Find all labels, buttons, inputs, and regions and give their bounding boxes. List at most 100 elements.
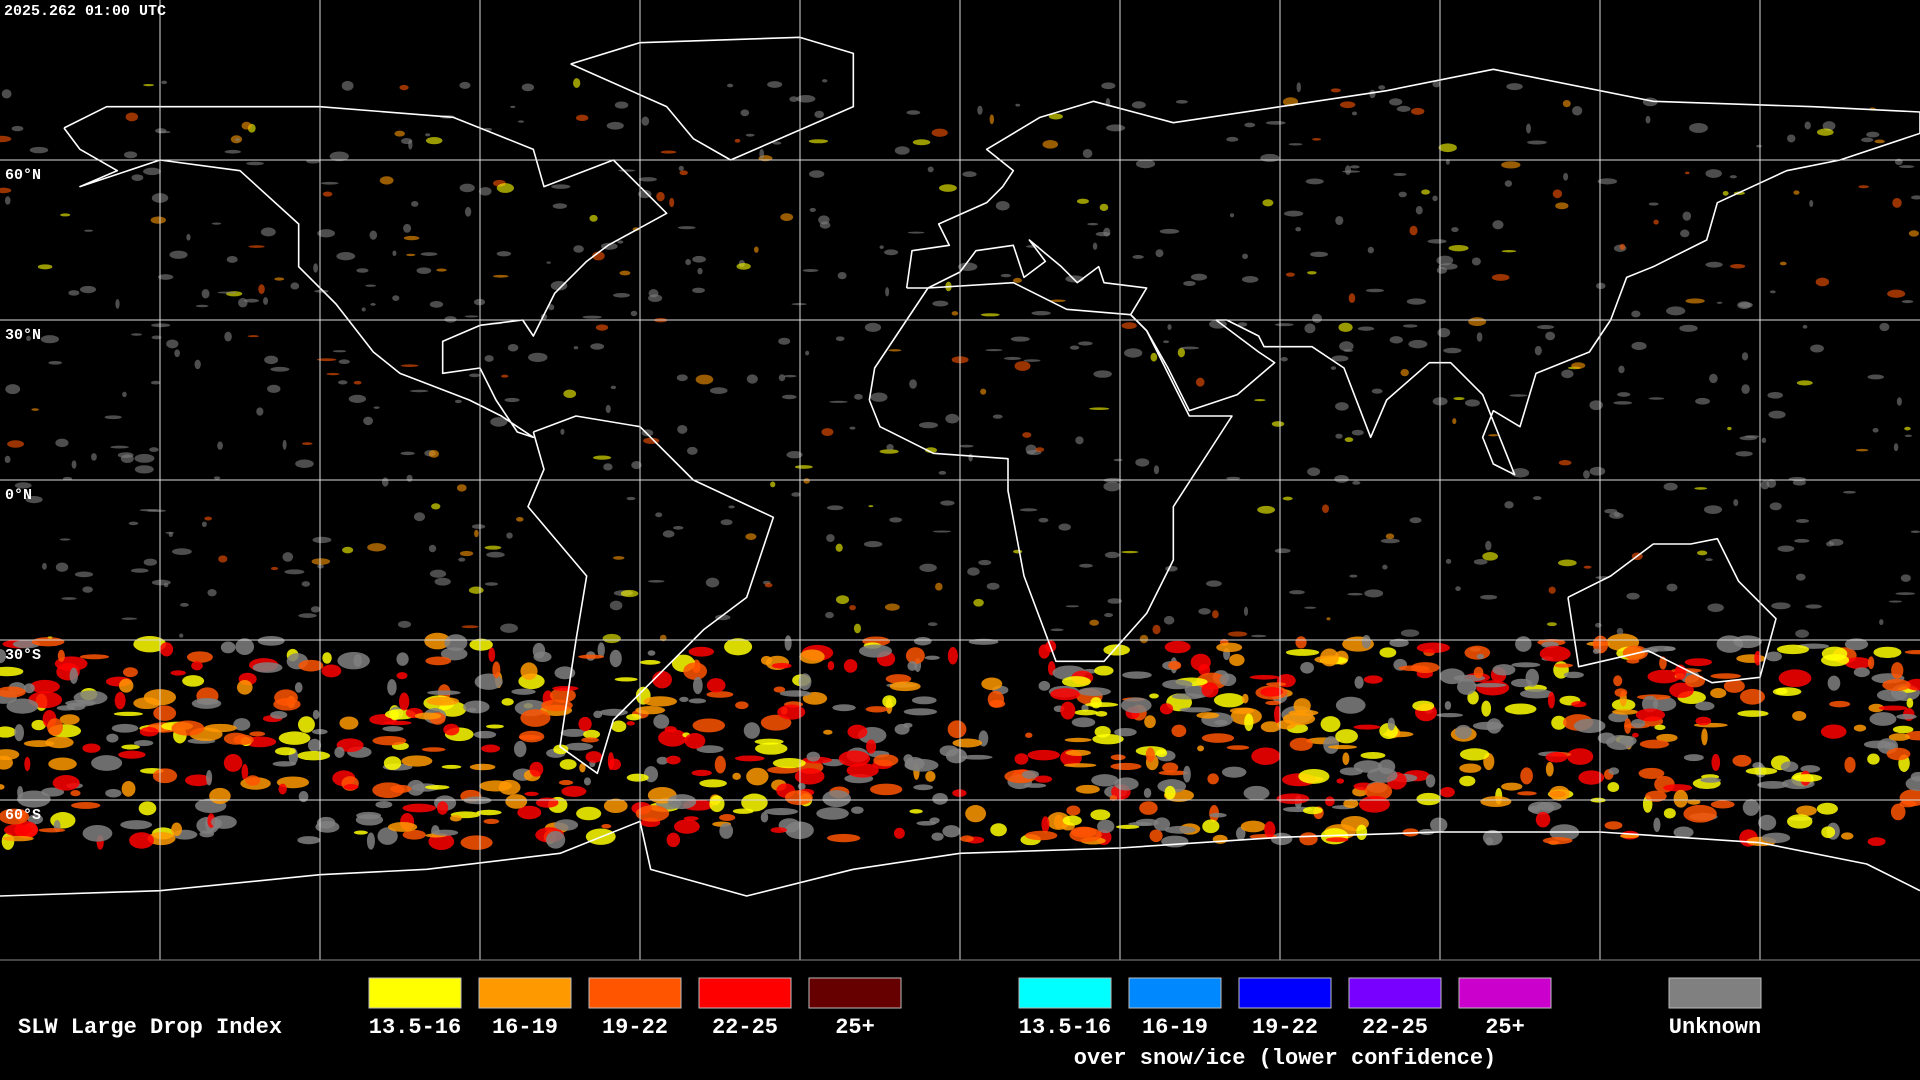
cloud-patch xyxy=(25,495,43,504)
cloud-patch xyxy=(211,222,222,225)
cloud-patch xyxy=(134,453,155,463)
cloud-patch xyxy=(1201,682,1219,698)
cloud-patch xyxy=(1436,712,1464,718)
cloud-patch xyxy=(1379,647,1397,658)
cloud-patch xyxy=(660,150,677,154)
cloud-patch xyxy=(947,720,967,739)
cloud-patch xyxy=(1482,552,1498,561)
cloud-patch xyxy=(131,174,144,181)
cloud-patch xyxy=(1131,101,1146,109)
cloud-patch xyxy=(1795,573,1806,581)
cloud-patch xyxy=(506,532,513,539)
cloud-patch xyxy=(370,303,376,306)
cloud-patch xyxy=(1065,605,1080,608)
cloud-patch xyxy=(1082,148,1093,159)
cloud-patch xyxy=(1779,261,1787,266)
cloud-patch xyxy=(5,384,21,395)
cloud-patch xyxy=(1077,687,1111,696)
cloud-patch xyxy=(648,294,663,302)
cloud-patch xyxy=(1305,178,1324,185)
legend-label: 13.5-16 xyxy=(369,1015,461,1040)
cloud-patch xyxy=(635,706,666,715)
cloud-patch xyxy=(608,758,622,771)
cloud-patch xyxy=(1595,622,1602,628)
cloud-patch xyxy=(297,836,321,845)
cloud-patch xyxy=(1436,255,1454,266)
cloud-patch xyxy=(1732,754,1752,767)
cloud-patch xyxy=(1237,322,1248,327)
cloud-patch xyxy=(1866,131,1880,138)
cloud-patch xyxy=(1519,689,1554,699)
cloud-patch xyxy=(559,759,577,770)
cloud-patch xyxy=(1451,227,1459,233)
cloud-patch xyxy=(425,136,443,145)
cloud-patch xyxy=(484,355,494,362)
cloud-patch xyxy=(935,582,943,591)
cloud-patch xyxy=(1226,136,1239,142)
cloud-patch xyxy=(1482,829,1503,846)
cloud-patch xyxy=(329,151,349,162)
cloud-patch xyxy=(1065,749,1091,756)
cloud-patch xyxy=(1437,327,1451,338)
cloud-patch xyxy=(40,335,60,344)
cloud-patch xyxy=(664,726,677,733)
cloud-patch xyxy=(911,696,937,705)
cloud-patch xyxy=(440,647,468,661)
cloud-patch xyxy=(1207,773,1219,785)
cloud-patch xyxy=(1641,695,1659,713)
cloud-patch xyxy=(630,310,638,317)
cloud-patch xyxy=(0,648,7,664)
cloud-patch xyxy=(4,196,11,205)
coastline xyxy=(570,36,855,161)
cloud-patch xyxy=(14,724,24,742)
cloud-patch xyxy=(561,785,587,797)
cloud-patch xyxy=(826,833,861,843)
cloud-patch xyxy=(120,454,134,464)
cloud-patch xyxy=(153,705,177,721)
cloud-patch xyxy=(38,828,66,833)
cloud-patch xyxy=(1589,400,1603,411)
cloud-patch xyxy=(1099,203,1109,212)
cloud-patch xyxy=(1139,634,1149,644)
cloud-patch xyxy=(297,751,331,761)
cloud-patch xyxy=(528,352,548,362)
cloud-patch xyxy=(143,83,155,87)
cloud-patch xyxy=(233,718,251,731)
cloud-patch xyxy=(1473,559,1488,565)
cloud-patch xyxy=(1367,246,1374,254)
cloud-patch xyxy=(1816,802,1838,815)
cloud-patch xyxy=(1886,747,1911,761)
cloud-patch xyxy=(204,516,212,521)
cloud-patch xyxy=(128,521,139,526)
cloud-patch xyxy=(400,451,415,456)
cloud-patch xyxy=(959,444,974,448)
cloud-patch xyxy=(1583,565,1592,569)
cloud-patch xyxy=(1398,665,1430,672)
cloud-patch xyxy=(886,444,894,451)
cloud-patch xyxy=(549,687,576,703)
cloud-patch xyxy=(602,633,621,644)
cloud-patch xyxy=(1076,198,1089,204)
cloud-patch xyxy=(366,832,375,850)
cloud-patch xyxy=(1352,480,1361,485)
cloud-patch xyxy=(392,250,397,257)
cloud-patch xyxy=(1700,777,1722,783)
cloud-patch xyxy=(1604,508,1618,514)
cloud-patch xyxy=(816,807,849,820)
cloud-patch xyxy=(1869,712,1897,726)
cloud-patch xyxy=(614,101,629,109)
cloud-patch xyxy=(258,284,265,295)
cloud-patch xyxy=(1438,143,1457,153)
cloud-patch xyxy=(41,787,65,797)
cloud-patch xyxy=(1890,803,1906,821)
cloud-patch xyxy=(1295,636,1307,649)
cloud-patch xyxy=(658,729,688,747)
cloud-patch xyxy=(1548,586,1556,594)
cloud-patch xyxy=(1896,713,1917,720)
cloud-patch xyxy=(1109,795,1118,801)
cloud-patch xyxy=(4,455,11,464)
latitude-label: 30°N xyxy=(5,327,41,344)
cloud-patch xyxy=(341,80,354,91)
cloud-patch xyxy=(1716,301,1723,304)
cloud-patch xyxy=(1159,228,1180,234)
